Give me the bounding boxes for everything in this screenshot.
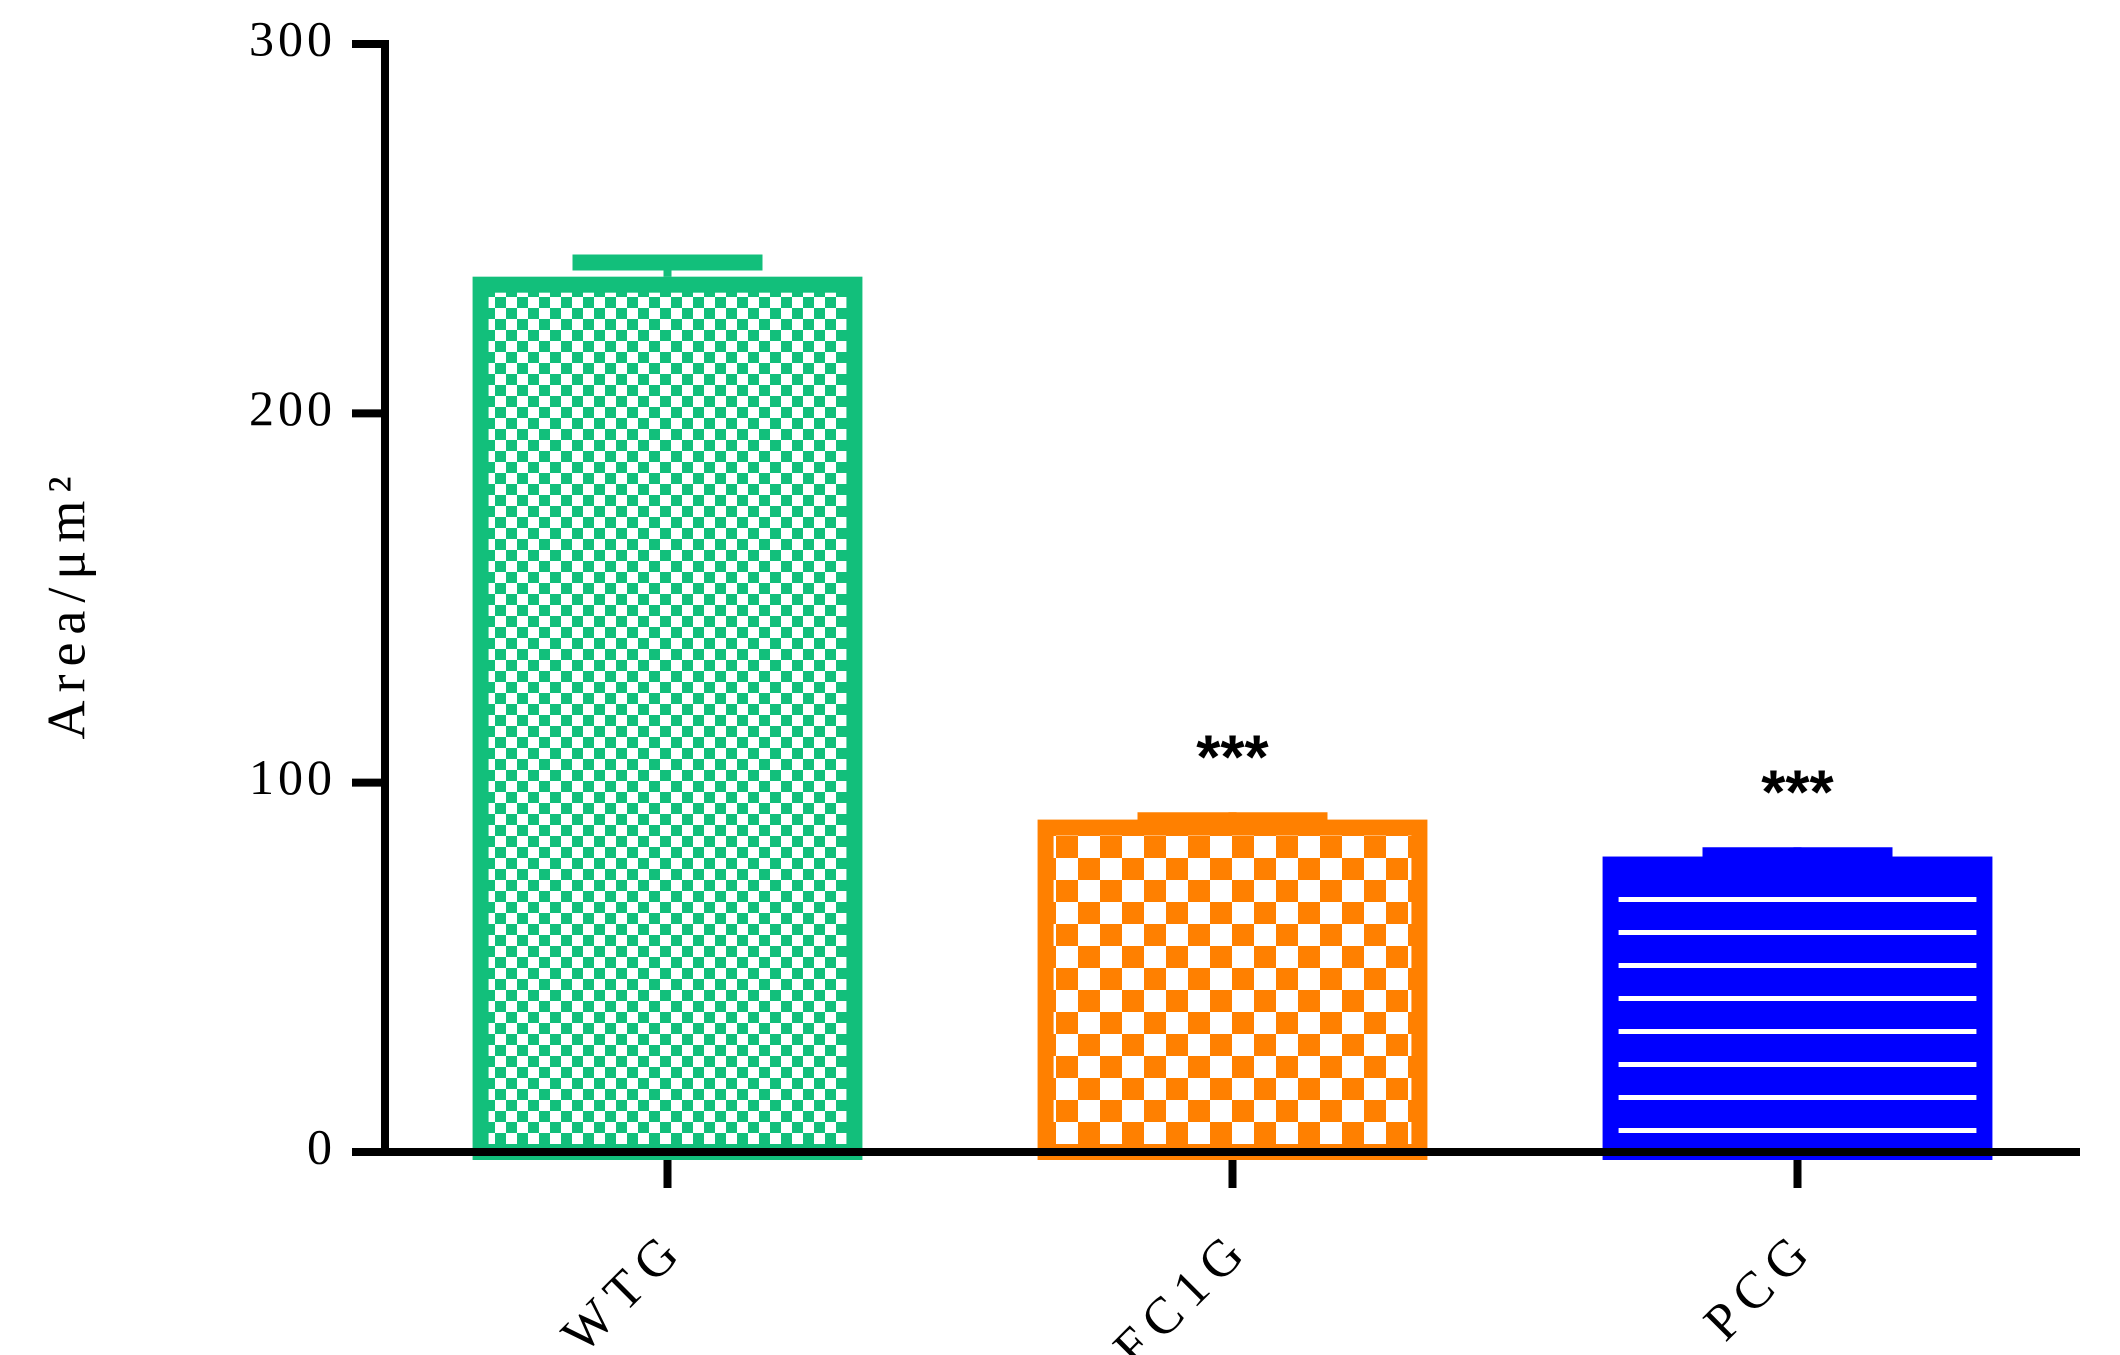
x-tick-label: FC1G — [1103, 1219, 1262, 1355]
significance-label: *** — [1196, 724, 1269, 793]
y-tick-label: 200 — [249, 380, 336, 436]
y-tick-label: 0 — [307, 1118, 336, 1174]
y-axis-label: Area/μm² — [36, 468, 96, 739]
y-tick-label: 300 — [249, 10, 336, 66]
bar — [472, 276, 863, 1160]
x-tick-label: WTG — [551, 1219, 696, 1355]
bar — [1602, 856, 1993, 1160]
bar — [1037, 819, 1428, 1160]
x-tick-label: PCG — [1693, 1219, 1826, 1352]
significance-label: *** — [1761, 759, 1834, 828]
y-tick-label: 100 — [249, 749, 336, 805]
